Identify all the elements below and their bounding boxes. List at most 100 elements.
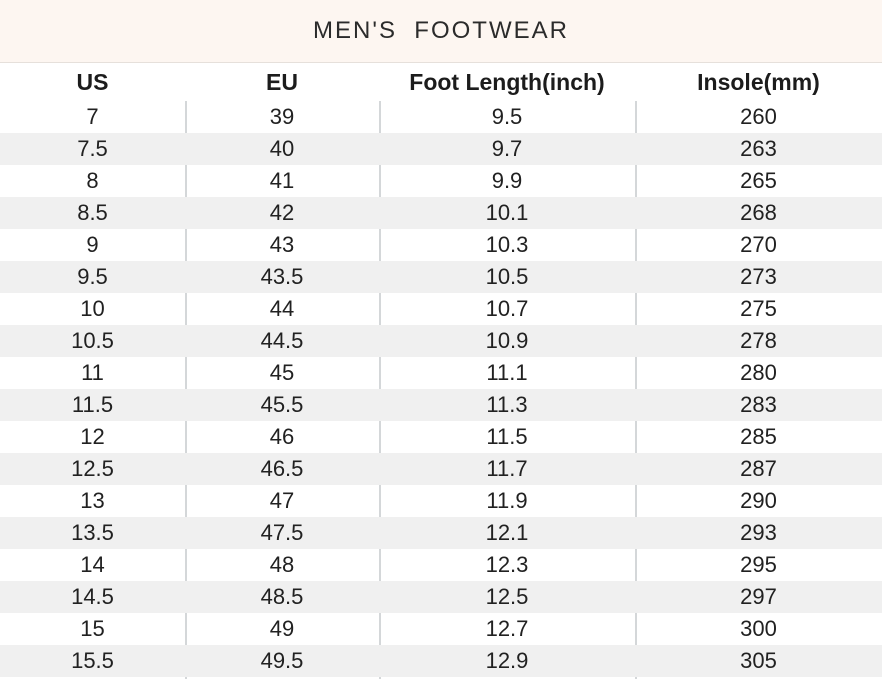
- size-chart-table: US EU Foot Length(inch) Insole(mm) 7 39 …: [0, 63, 882, 679]
- cell-insole: 265: [635, 165, 882, 197]
- column-header-us: US: [0, 63, 185, 101]
- cell-us: 8: [86, 168, 99, 193]
- table-row: 7.5 40 9.7 263: [0, 133, 882, 165]
- cell-insole: 263: [740, 136, 777, 161]
- cell-insole: 283: [740, 392, 777, 417]
- cell-foot-length: 12.9: [485, 648, 529, 673]
- cell-foot-length: 9.9: [379, 165, 635, 197]
- cell-insole: 260: [635, 101, 882, 133]
- cell-us: 13: [80, 488, 105, 513]
- title-banner: MEN'S FOOTWEAR: [0, 0, 882, 63]
- cell-foot-length: 9.5: [379, 101, 635, 133]
- cell-foot-length: 10.9: [485, 328, 529, 353]
- cell-insole: 280: [635, 357, 882, 389]
- cell-insole: 305: [740, 648, 777, 673]
- column-header-insole: Insole(mm): [635, 63, 882, 101]
- cell-us: 14.5: [71, 584, 114, 609]
- cell-eu: 41: [185, 165, 379, 197]
- cell-insole: 297: [740, 584, 777, 609]
- table-row: 11 45 11.1 280: [0, 357, 882, 389]
- cell-foot-length: 12.7: [379, 613, 635, 645]
- cell-us: 15: [80, 616, 105, 641]
- cell-us: 12.5: [71, 456, 114, 481]
- table-row: 9 43 10.3 270: [0, 229, 882, 261]
- table-header: US EU Foot Length(inch) Insole(mm): [0, 63, 882, 101]
- table-row: 7 39 9.5 260: [0, 101, 882, 133]
- cell-us: 10.5: [71, 328, 114, 353]
- column-header-eu: EU: [185, 63, 379, 101]
- cell-eu: 42: [269, 200, 295, 225]
- table-row: 12 46 11.5 285: [0, 421, 882, 453]
- cell-foot-length: 11.1: [379, 357, 635, 389]
- cell-eu: 48.5: [260, 584, 304, 609]
- cell-eu: 43.5: [260, 264, 304, 289]
- cell-us: 14: [80, 552, 105, 577]
- table-row: 9.5 43.5 10.5 273: [0, 261, 882, 293]
- cell-foot-length: 12.3: [379, 549, 635, 581]
- cell-insole: 293: [740, 520, 777, 545]
- cell-foot-length: 10.7: [379, 293, 635, 325]
- cell-us: 8.5: [77, 200, 108, 225]
- header-row: US EU Foot Length(inch) Insole(mm): [0, 63, 882, 101]
- cell-insole: 278: [740, 328, 777, 353]
- cell-eu: 49: [185, 613, 379, 645]
- table-row: 11.5 45.5 11.3 283: [0, 389, 882, 421]
- cell-insole: 285: [635, 421, 882, 453]
- partial-row: [0, 677, 882, 679]
- cell-eu: 44: [185, 293, 379, 325]
- table-row: 14 48 12.3 295: [0, 549, 882, 581]
- cell-eu: 46.5: [260, 456, 304, 481]
- table-row: 10 44 10.7 275: [0, 293, 882, 325]
- cell-foot-length: 12.1: [485, 520, 529, 545]
- cell-foot-length: 10.3: [379, 229, 635, 261]
- cell-insole: 275: [635, 293, 882, 325]
- cell-foot-length: 11.3: [486, 392, 528, 417]
- cell-eu: 40: [269, 136, 295, 161]
- cell-foot-length: 11.9: [379, 485, 635, 517]
- cell-us: 9: [86, 232, 99, 257]
- cell-eu: 47.5: [260, 520, 304, 545]
- cell-eu: 45: [185, 357, 379, 389]
- cell-foot-length: 10.5: [485, 264, 529, 289]
- cell-eu: 46: [185, 421, 379, 453]
- cell-eu: 43: [185, 229, 379, 261]
- cell-insole: 290: [635, 485, 882, 517]
- table-row: 8.5 42 10.1 268: [0, 197, 882, 229]
- cell-insole: 270: [635, 229, 882, 261]
- cell-foot-length: 11.7: [486, 456, 528, 481]
- table-row: 15 49 12.7 300: [0, 613, 882, 645]
- cell-us: 13.5: [71, 520, 114, 545]
- column-header-foot-length: Foot Length(inch): [379, 63, 635, 101]
- cell-us: 7.5: [77, 136, 108, 161]
- cell-us: 9.5: [77, 264, 108, 289]
- cell-us: 15.5: [71, 648, 114, 673]
- table-row: 12.5 46.5 11.7 287: [0, 453, 882, 485]
- cell-insole: 295: [635, 549, 882, 581]
- table-row: 15.5 49.5 12.9 305: [0, 645, 882, 677]
- table-row: 14.5 48.5 12.5 297: [0, 581, 882, 613]
- cell-insole: 273: [740, 264, 777, 289]
- table-row: 13.5 47.5 12.1 293: [0, 517, 882, 549]
- cell-us: 11: [81, 360, 104, 385]
- cell-eu: 39: [185, 101, 379, 133]
- cell-insole: 268: [740, 200, 777, 225]
- cell-insole: 300: [635, 613, 882, 645]
- cell-foot-length: 12.5: [485, 584, 529, 609]
- cell-us: 11.5: [71, 392, 114, 417]
- cell-eu: 49.5: [260, 648, 304, 673]
- cell-foot-length: 11.5: [379, 421, 635, 453]
- table-body: 7 39 9.5 260 7.5 40 9.7 263 8 41 9.9 265…: [0, 101, 882, 679]
- cell-us: 10: [80, 296, 105, 321]
- cell-eu: 47: [185, 485, 379, 517]
- cell-eu: 44.5: [260, 328, 304, 353]
- cell-eu: 48: [185, 549, 379, 581]
- cell-insole: 287: [740, 456, 777, 481]
- cell-us: 12: [80, 424, 105, 449]
- page-title: MEN'S FOOTWEAR: [313, 17, 569, 44]
- table-row: 8 41 9.9 265: [0, 165, 882, 197]
- table-row: 13 47 11.9 290: [0, 485, 882, 517]
- cell-eu: 45.5: [260, 392, 304, 417]
- table-row: 10.5 44.5 10.9 278: [0, 325, 882, 357]
- cell-foot-length: 9.7: [491, 136, 523, 161]
- cell-us: 7: [86, 104, 99, 129]
